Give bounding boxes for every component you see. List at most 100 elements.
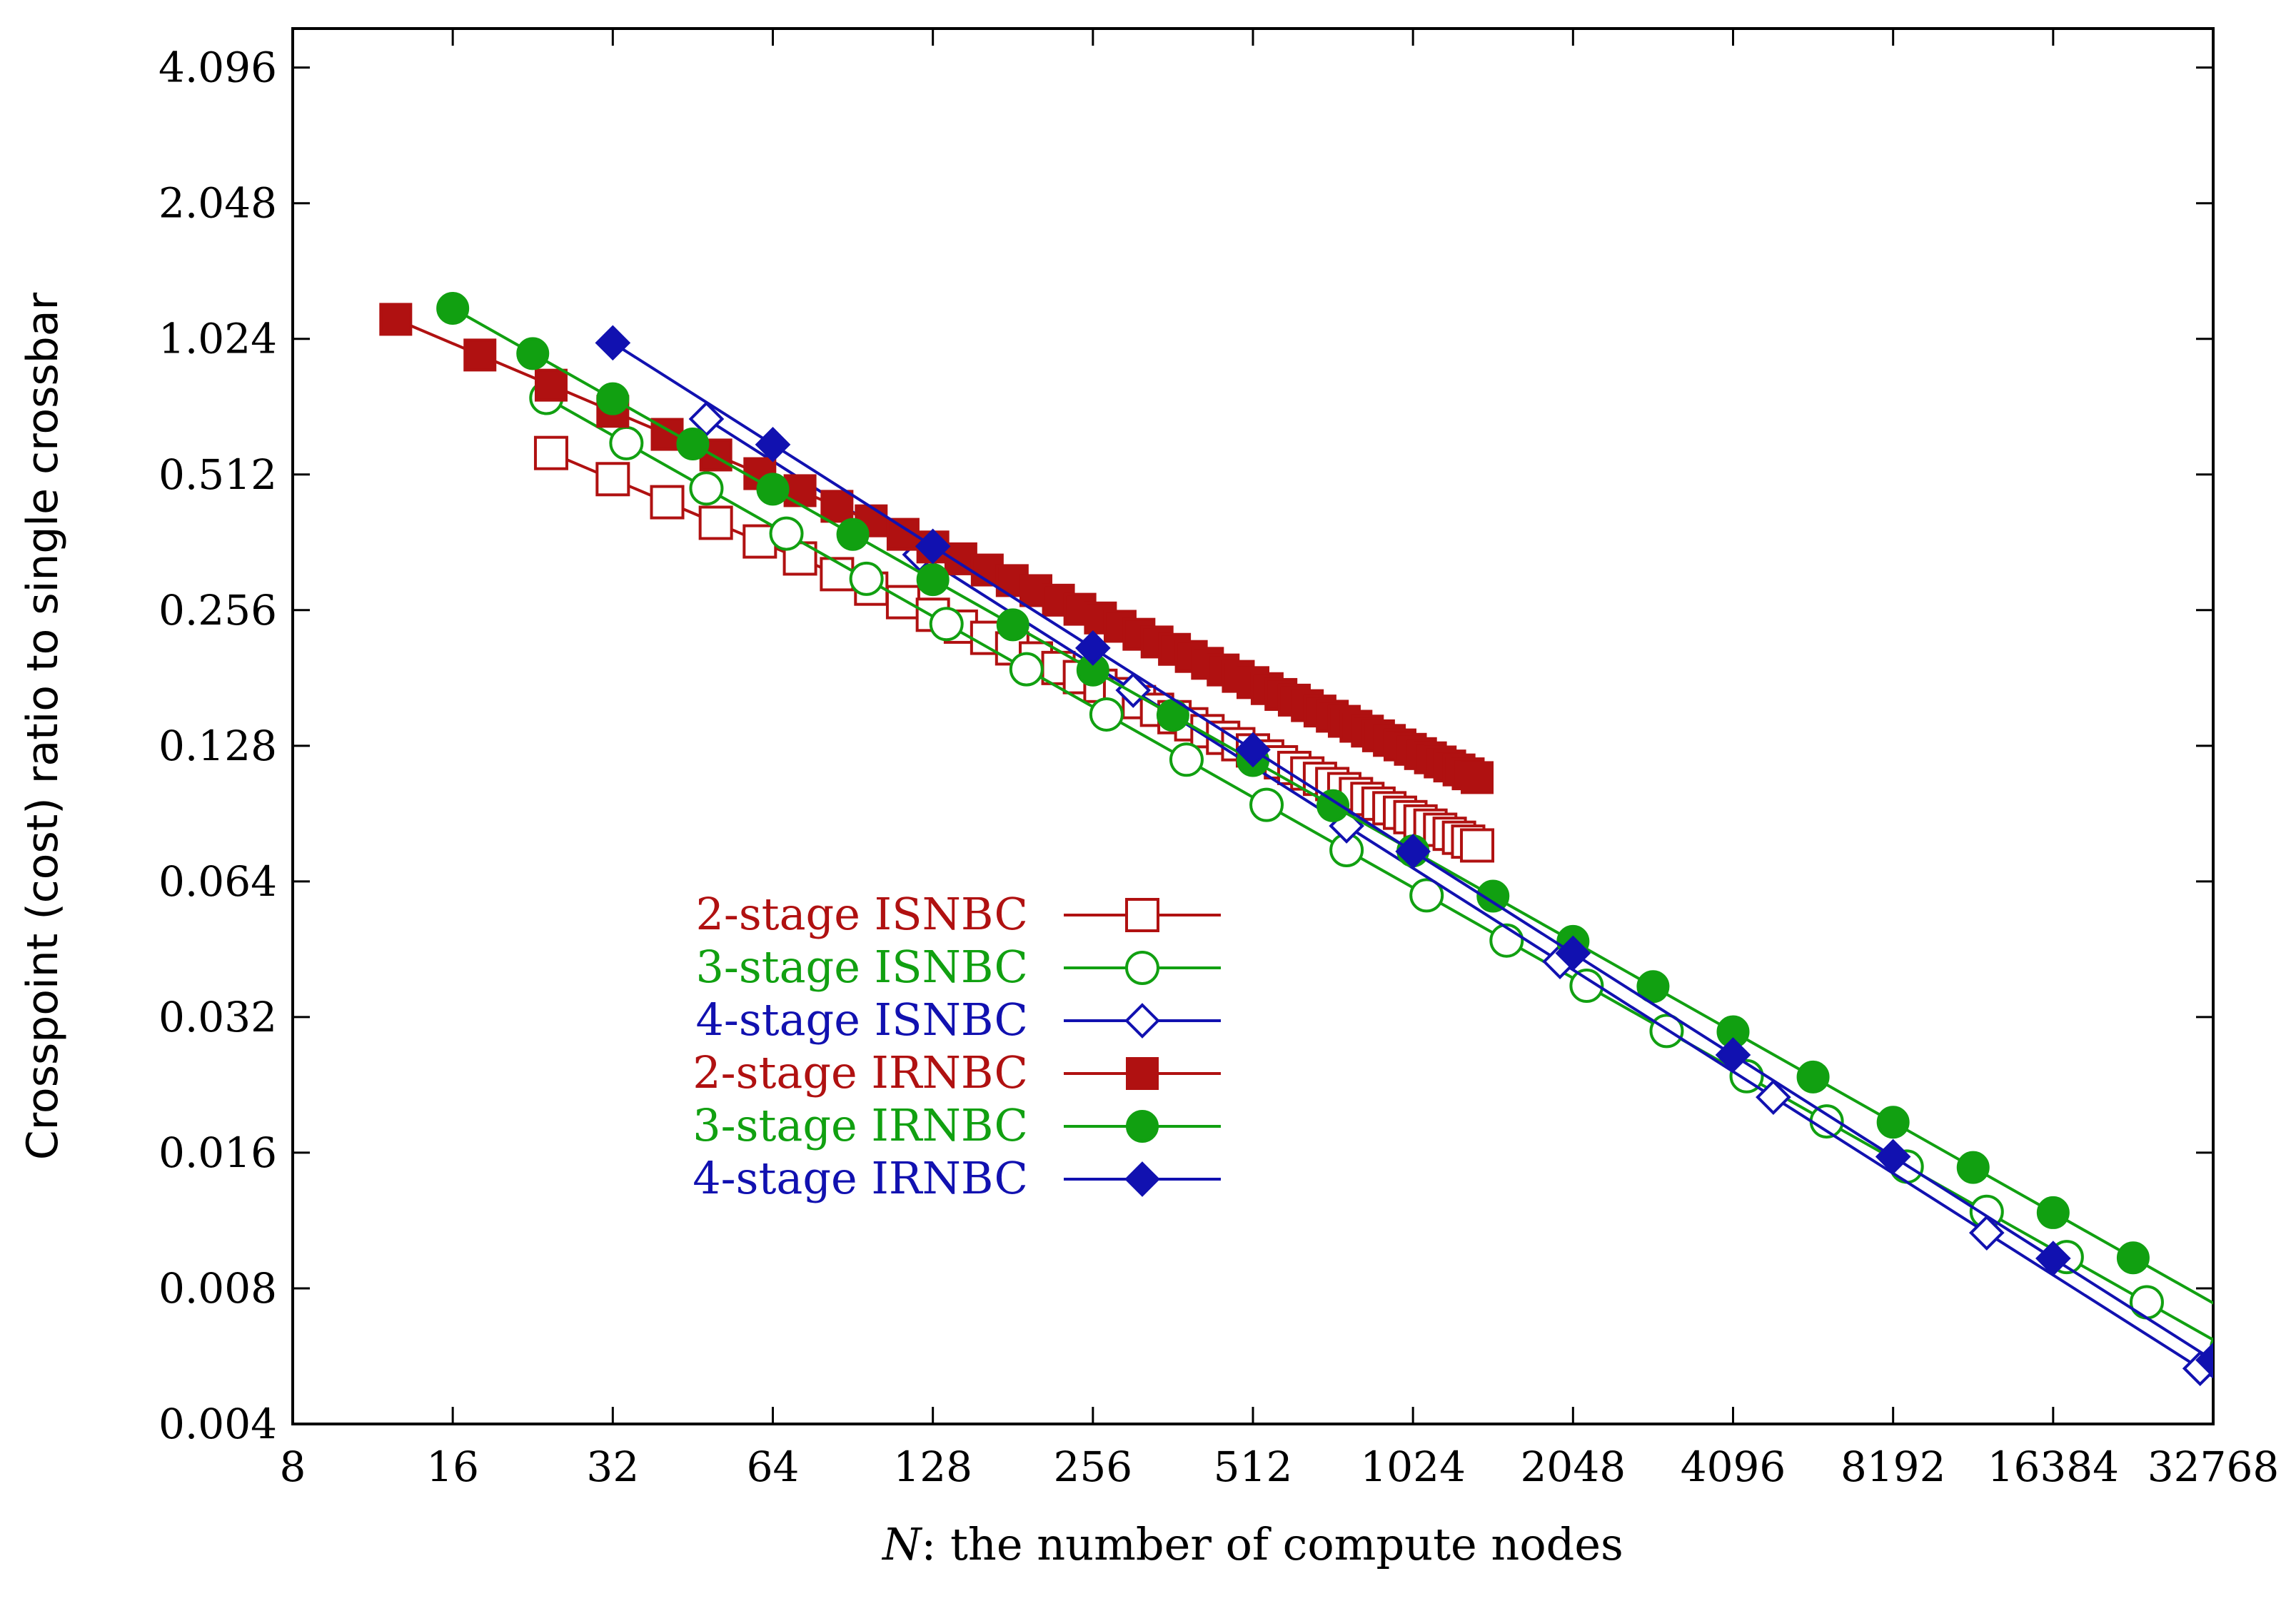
legend-marker [1126,1110,1159,1143]
data-point [698,505,733,540]
x-tick-label: 16384 [1988,1443,2120,1491]
data-point [436,291,470,325]
data-point [650,485,685,520]
data-point [463,338,497,372]
data-point [1956,1151,1990,1184]
legend-label: 4-stage IRNBC [693,1152,1028,1204]
x-tick-label: 4096 [1681,1443,1786,1491]
data-point [1409,878,1444,913]
y-axis-title: Crosspoint (cost) ratio to single crossb… [18,292,68,1160]
data-point [1876,1106,1910,1139]
plot-area-frame [291,27,2215,1425]
series-2-stage-irnbc [379,303,1494,794]
data-point [885,585,920,620]
legend-label: 3-stage ISNBC [695,941,1028,993]
x-axis-title-italic: N [881,1518,923,1570]
data-point [996,608,1029,642]
data-point [849,561,884,596]
data-point [1875,1138,1911,1175]
y-tick-label: 4.096 [158,44,277,92]
data-point [1968,1215,2005,1251]
legend-label: 2-stage ISNBC [695,888,1028,940]
data-point [1460,828,1495,863]
x-tick-label: 8192 [1841,1443,1946,1491]
legend-marker [1124,1003,1160,1039]
x-axis-title-rest: : the number of compute nodes [921,1518,1623,1570]
data-point [2210,1337,2213,1358]
y-tick-label: 0.004 [158,1400,277,1448]
data-point [688,401,725,437]
x-tick-label: 256 [1053,1443,1132,1491]
data-point [689,471,724,506]
data-point [1316,789,1350,822]
y-tick-label: 0.512 [158,450,277,499]
data-point [1075,630,1111,666]
x-tick-label: 16 [426,1443,479,1491]
data-point [1715,1037,1751,1073]
data-point [1235,732,1271,768]
x-axis-title: N: the number of compute nodes [881,1518,1623,1570]
data-point [2195,1342,2213,1378]
data-point [915,528,951,565]
x-tick-label: 1024 [1360,1443,1466,1491]
data-point [1636,970,1670,1004]
x-tick-label: 512 [1214,1443,1293,1491]
data-point [916,563,950,597]
data-point [756,473,790,506]
data-point [929,607,964,642]
data-point [783,474,817,507]
data-point [1756,1079,1791,1115]
x-tick-label: 64 [747,1443,800,1491]
y-tick-label: 0.064 [158,857,277,906]
data-point [1169,742,1204,777]
series-3-stage-irnbc [436,291,2213,1305]
data-point [836,517,870,551]
data-point [676,428,710,461]
data-point [1089,697,1124,732]
y-tick-label: 0.016 [158,1128,277,1177]
data-point [1249,787,1284,822]
data-point [379,303,413,336]
series-2-stage-isnbc [533,435,1495,863]
data-point [1796,1060,1830,1094]
data-point [595,462,630,497]
data-point [1489,923,1524,958]
data-point [1461,761,1494,794]
legend-marker [1124,1161,1160,1197]
data-point [2035,1241,2071,1276]
y-tick-label: 1.024 [158,315,277,363]
data-point [1569,969,1604,1004]
data-point [516,337,550,370]
data-point [2129,1285,2164,1320]
x-tick-label: 2048 [1521,1443,1626,1491]
data-point [596,382,630,415]
legend-marker [1125,898,1159,932]
data-point [769,516,804,551]
data-point [2116,1241,2150,1275]
y-tick-label: 0.008 [158,1264,277,1313]
y-tick-label: 0.256 [158,586,277,635]
data-point [820,490,854,523]
legend-marker [1125,951,1159,985]
data-point [533,435,568,470]
y-tick-label: 0.032 [158,993,277,1041]
legend-marker [1126,1057,1159,1090]
series-4-stage-irnbc [595,325,2213,1378]
data-point [595,325,631,361]
data-point [1395,834,1431,869]
x-tick-label: 32768 [2148,1443,2280,1491]
x-tick-label: 32 [586,1443,639,1491]
legend-label: 4-stage ISNBC [695,994,1028,1046]
x-tick-label: 8 [280,1443,306,1491]
data-point [1009,652,1044,687]
data-point [1555,935,1591,971]
y-tick-label: 2.048 [158,179,277,228]
x-tick-label: 128 [893,1443,972,1491]
data-point [2036,1196,2070,1229]
data-point [1476,879,1510,913]
data-point [534,368,568,402]
y-tick-label: 0.128 [158,722,277,770]
legend-label: 3-stage IRNBC [693,1099,1028,1151]
